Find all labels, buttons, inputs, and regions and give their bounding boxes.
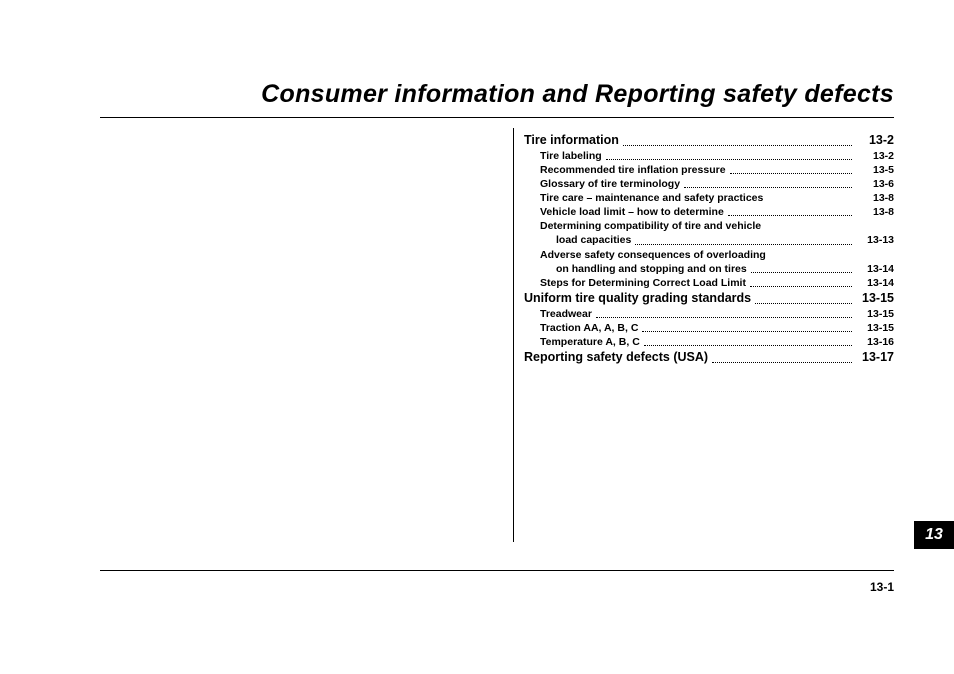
toc-row: on handling and stopping and on tires 13-… bbox=[524, 263, 894, 276]
toc-label: Tire care – maintenance and safety pract… bbox=[540, 192, 763, 205]
toc-leader-dots bbox=[684, 187, 852, 188]
toc-leader-dots bbox=[730, 173, 852, 174]
toc-row: Tire information 13-2 bbox=[524, 133, 894, 149]
toc-page-ref: 13-15 bbox=[856, 308, 894, 321]
toc-leader-dots bbox=[642, 331, 852, 332]
toc-label: Traction AA, A, B, C bbox=[540, 322, 638, 335]
page-number: 13-1 bbox=[870, 580, 894, 594]
toc-label: Uniform tire quality grading standards bbox=[524, 291, 751, 307]
left-column-spacer bbox=[100, 128, 513, 542]
toc-leader-dots bbox=[755, 303, 852, 304]
toc-label: Adverse safety consequences of overloadi… bbox=[540, 249, 766, 262]
toc-wrapper: Tire information13-2Tire labeling13-2Rec… bbox=[100, 128, 894, 542]
toc-row: Uniform tire quality grading standards 13… bbox=[524, 291, 894, 307]
toc-page-ref: 13-15 bbox=[856, 322, 894, 335]
toc-leader-dots bbox=[635, 244, 852, 245]
toc-leader-dots bbox=[712, 362, 852, 363]
bottom-rule bbox=[100, 570, 894, 571]
toc-page-ref: 13-14 bbox=[856, 277, 894, 290]
toc-leader-dots bbox=[596, 317, 852, 318]
toc-leader-dots bbox=[623, 145, 852, 146]
toc-page-ref: 13-14 bbox=[856, 263, 894, 276]
toc-label: Recommended tire inflation pressure bbox=[540, 164, 726, 177]
toc-page-ref: 13-2 bbox=[856, 150, 894, 163]
toc-row: Tire care – maintenance and safety pract… bbox=[524, 192, 894, 205]
toc-label: Vehicle load limit – how to determine bbox=[540, 206, 724, 219]
toc-leader-dots bbox=[606, 159, 852, 160]
toc-page-ref: 13-6 bbox=[856, 178, 894, 191]
toc-label: Reporting safety defects (USA) bbox=[524, 350, 708, 366]
toc-row: Traction AA, A, B, C 13-15 bbox=[524, 322, 894, 335]
toc-leader-dots bbox=[644, 345, 852, 346]
toc-label: Glossary of tire terminology bbox=[540, 178, 680, 191]
chapter-badge: 13 bbox=[914, 521, 954, 549]
toc-label: load capacities bbox=[556, 234, 631, 247]
toc-row: Treadwear 13-15 bbox=[524, 308, 894, 321]
toc-row: Tire labeling 13-2 bbox=[524, 150, 894, 163]
toc-page-ref: 13-2 bbox=[856, 133, 894, 149]
toc-page-ref: 13-16 bbox=[856, 336, 894, 349]
toc-leader-dots bbox=[750, 286, 852, 287]
document-page: Consumer information and Reporting safet… bbox=[0, 0, 954, 674]
table-of-contents: Tire information13-2Tire labeling13-2Rec… bbox=[524, 128, 894, 542]
toc-row: Vehicle load limit – how to determine 13-… bbox=[524, 206, 894, 219]
toc-row: Adverse safety consequences of overloadi… bbox=[524, 249, 894, 262]
toc-label: on handling and stopping and on tires bbox=[556, 263, 747, 276]
toc-page-ref: 13-13 bbox=[856, 234, 894, 247]
toc-row: Glossary of tire terminology 13-6 bbox=[524, 178, 894, 191]
toc-label: Tire information bbox=[524, 133, 619, 149]
toc-label: Tire labeling bbox=[540, 150, 602, 163]
vertical-divider bbox=[513, 128, 515, 542]
toc-page-ref: 13-15 bbox=[856, 291, 894, 307]
toc-label: Steps for Determining Correct Load Limit bbox=[540, 277, 746, 290]
toc-row: Steps for Determining Correct Load Limit… bbox=[524, 277, 894, 290]
toc-row: Temperature A, B, C 13-16 bbox=[524, 336, 894, 349]
toc-page-ref: 13-8 bbox=[856, 192, 894, 205]
page-title: Consumer information and Reporting safet… bbox=[100, 60, 894, 118]
toc-row: Recommended tire inflation pressure 13-5 bbox=[524, 164, 894, 177]
toc-label: Temperature A, B, C bbox=[540, 336, 640, 349]
toc-row: Reporting safety defects (USA) 13-17 bbox=[524, 350, 894, 366]
toc-row: Determining compatibility of tire and ve… bbox=[524, 220, 894, 233]
toc-leader-dots bbox=[728, 215, 852, 216]
toc-row: load capacities 13-13 bbox=[524, 234, 894, 247]
toc-page-ref: 13-17 bbox=[856, 350, 894, 366]
content-area: Consumer information and Reporting safet… bbox=[100, 60, 894, 542]
toc-page-ref: 13-5 bbox=[856, 164, 894, 177]
toc-leader-dots bbox=[751, 272, 852, 273]
toc-label: Treadwear bbox=[540, 308, 592, 321]
toc-page-ref: 13-8 bbox=[856, 206, 894, 219]
toc-label: Determining compatibility of tire and ve… bbox=[540, 220, 761, 233]
